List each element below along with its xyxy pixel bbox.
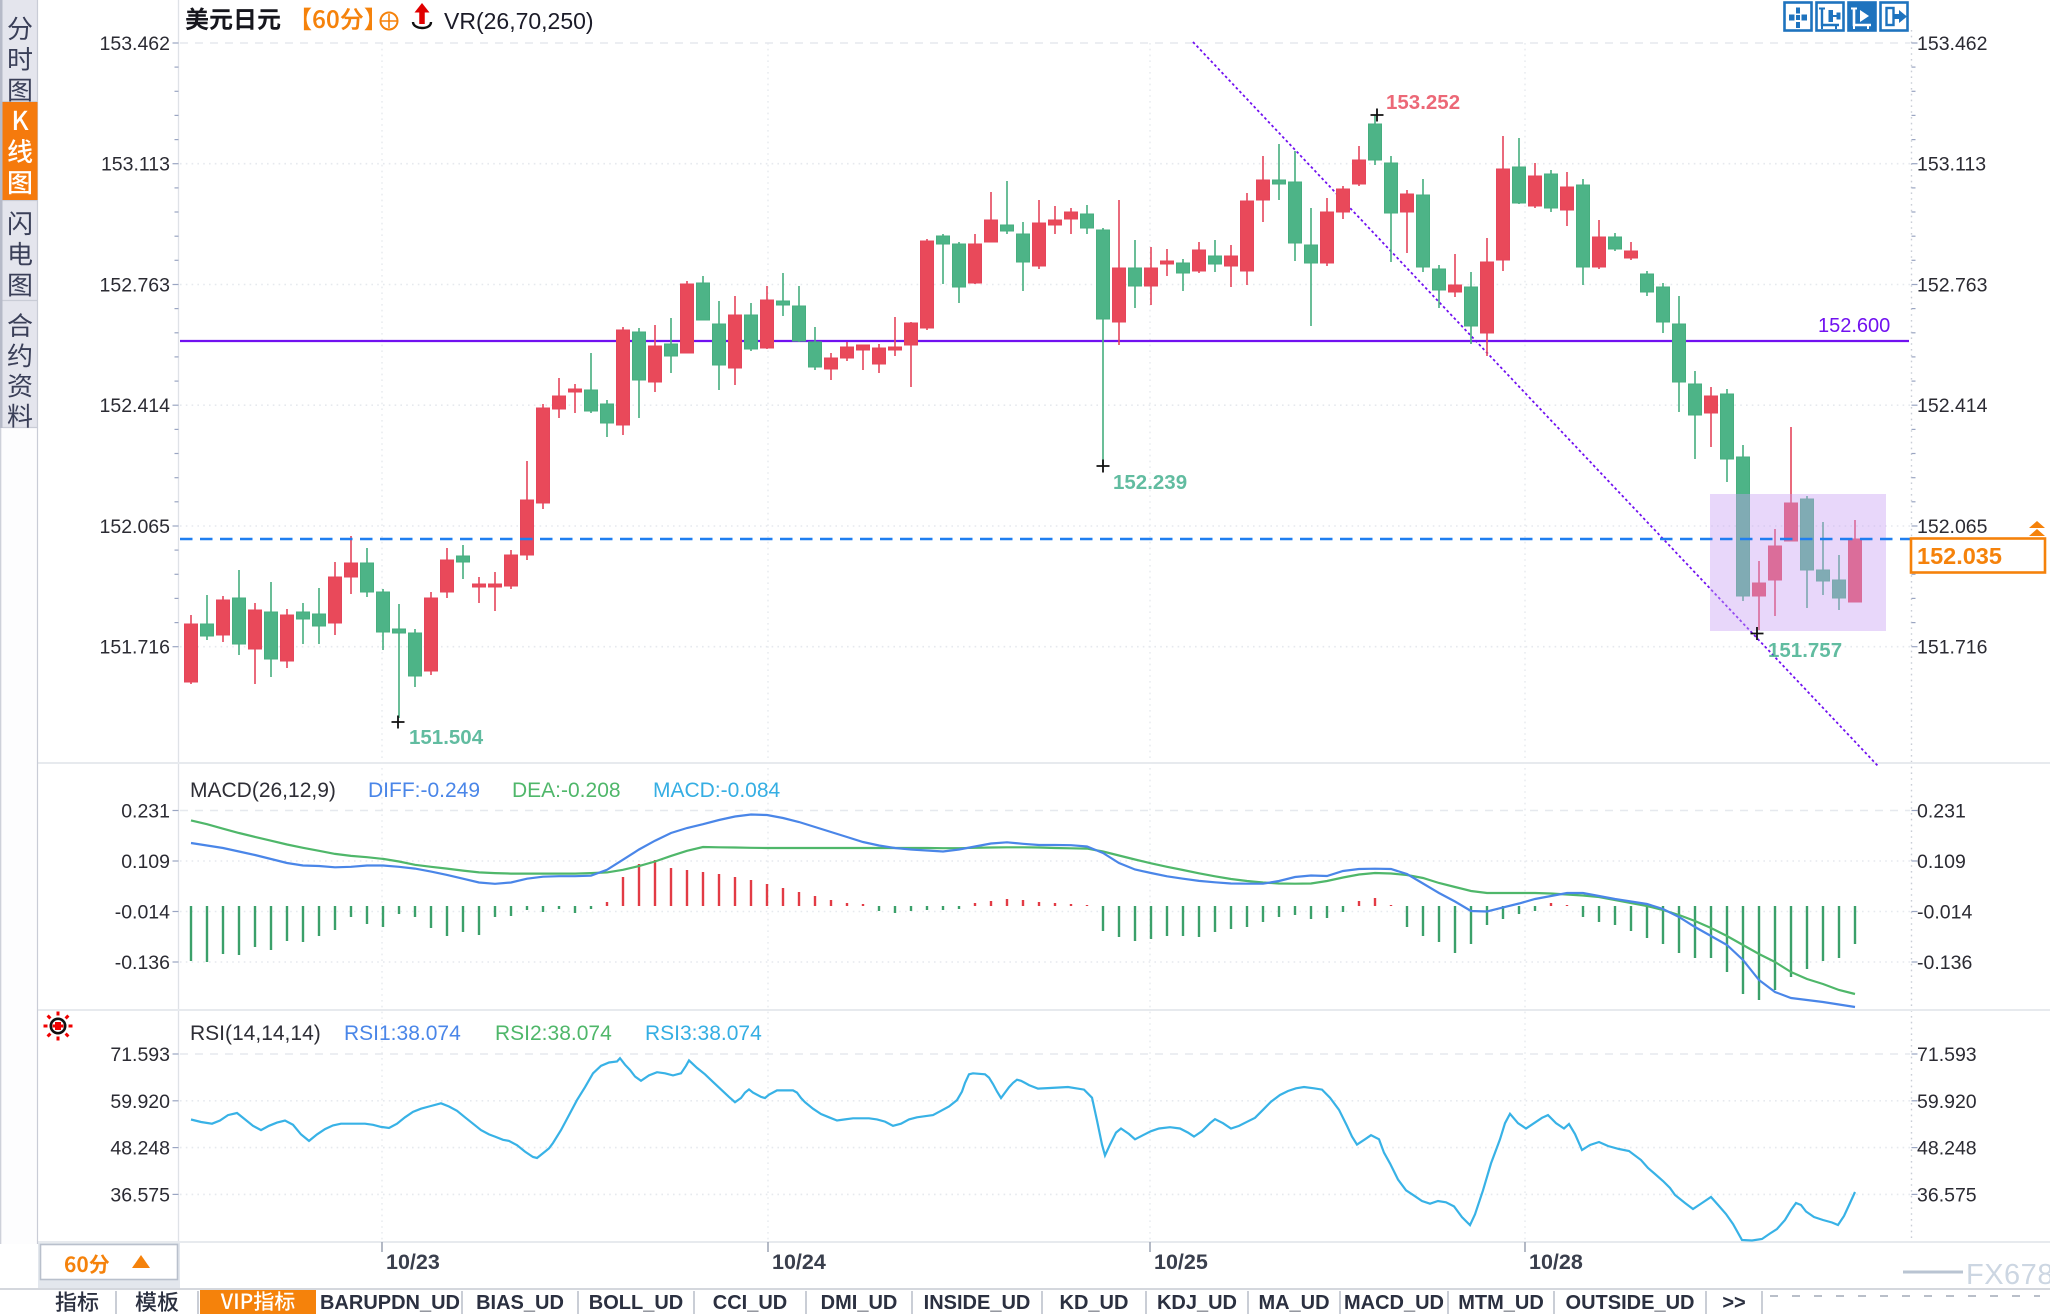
svg-text:VR(26,70,250): VR(26,70,250) bbox=[444, 8, 594, 34]
svg-text:DEA:-0.208: DEA:-0.208 bbox=[512, 779, 621, 802]
svg-text:153.462: 153.462 bbox=[1917, 33, 1988, 55]
svg-text:0.109: 0.109 bbox=[1917, 851, 1966, 873]
svg-text:36.575: 36.575 bbox=[110, 1184, 170, 1206]
svg-text:>>: >> bbox=[1722, 1292, 1745, 1314]
svg-text:36.575: 36.575 bbox=[1917, 1184, 1977, 1206]
svg-text:151.716: 151.716 bbox=[100, 637, 171, 659]
svg-text:MTM_UD: MTM_UD bbox=[1458, 1292, 1544, 1314]
svg-text:152.065: 152.065 bbox=[100, 516, 171, 538]
svg-text:-0.136: -0.136 bbox=[115, 952, 170, 974]
svg-text:152.065: 152.065 bbox=[1917, 516, 1988, 538]
svg-text:MACD(26,12,9): MACD(26,12,9) bbox=[190, 779, 336, 802]
svg-text:MA_UD: MA_UD bbox=[1258, 1292, 1329, 1314]
svg-text:48.248: 48.248 bbox=[1917, 1138, 1977, 1160]
svg-text:153.252: 153.252 bbox=[1386, 91, 1460, 114]
svg-text:-0.014: -0.014 bbox=[115, 902, 170, 924]
svg-text:152.035: 152.035 bbox=[1917, 543, 2002, 569]
svg-text:BARUPDN_UD: BARUPDN_UD bbox=[320, 1292, 460, 1314]
svg-text:10/23: 10/23 bbox=[386, 1250, 440, 1274]
svg-text:DMI_UD: DMI_UD bbox=[821, 1292, 898, 1314]
svg-text:152.414: 152.414 bbox=[1917, 395, 1988, 417]
svg-text:-0.014: -0.014 bbox=[1917, 902, 1972, 924]
svg-text:152.600: 152.600 bbox=[1818, 315, 1890, 337]
svg-text:-0.136: -0.136 bbox=[1917, 952, 1972, 974]
svg-text:59.920: 59.920 bbox=[110, 1091, 170, 1113]
svg-text:152.763: 152.763 bbox=[100, 275, 171, 297]
svg-text:153.113: 153.113 bbox=[101, 154, 170, 176]
svg-text:DIFF:-0.249: DIFF:-0.249 bbox=[368, 779, 480, 802]
svg-text:71.593: 71.593 bbox=[110, 1044, 170, 1066]
svg-text:151.716: 151.716 bbox=[1917, 637, 1988, 659]
svg-text:153.113: 153.113 bbox=[1917, 154, 1986, 176]
svg-text:59.920: 59.920 bbox=[1917, 1091, 1977, 1113]
svg-text:151.757: 151.757 bbox=[1768, 639, 1842, 662]
svg-text:48.248: 48.248 bbox=[110, 1138, 170, 1160]
svg-text:152.414: 152.414 bbox=[100, 395, 171, 417]
svg-text:71.593: 71.593 bbox=[1917, 1044, 1977, 1066]
svg-text:OUTSIDE_UD: OUTSIDE_UD bbox=[1566, 1292, 1695, 1314]
svg-text:0.231: 0.231 bbox=[121, 801, 170, 823]
svg-text:RSI(14,14,14): RSI(14,14,14) bbox=[190, 1022, 321, 1045]
svg-text:RSI1:38.074: RSI1:38.074 bbox=[344, 1022, 461, 1045]
svg-text:BIAS_UD: BIAS_UD bbox=[476, 1292, 564, 1314]
svg-text:10/28: 10/28 bbox=[1529, 1250, 1583, 1274]
svg-text:FX678: FX678 bbox=[1966, 1259, 2050, 1291]
svg-text:MACD:-0.084: MACD:-0.084 bbox=[653, 779, 781, 802]
svg-text:MACD_UD: MACD_UD bbox=[1344, 1292, 1444, 1314]
svg-text:153.462: 153.462 bbox=[100, 33, 171, 55]
svg-text:KDJ_UD: KDJ_UD bbox=[1157, 1292, 1237, 1314]
svg-text:CCI_UD: CCI_UD bbox=[713, 1292, 787, 1314]
svg-text:10/24: 10/24 bbox=[772, 1250, 826, 1274]
svg-text:RSI3:38.074: RSI3:38.074 bbox=[645, 1022, 762, 1045]
svg-text:KD_UD: KD_UD bbox=[1060, 1292, 1129, 1314]
svg-text:152.763: 152.763 bbox=[1917, 275, 1988, 297]
svg-text:BOLL_UD: BOLL_UD bbox=[589, 1292, 683, 1314]
svg-text:RSI2:38.074: RSI2:38.074 bbox=[495, 1022, 612, 1045]
svg-text:0.231: 0.231 bbox=[1917, 801, 1966, 823]
svg-text:152.239: 152.239 bbox=[1113, 471, 1187, 494]
svg-text:151.504: 151.504 bbox=[409, 726, 484, 749]
svg-text:INSIDE_UD: INSIDE_UD bbox=[924, 1292, 1031, 1314]
svg-text:10/25: 10/25 bbox=[1154, 1250, 1208, 1274]
svg-text:0.109: 0.109 bbox=[121, 851, 170, 873]
